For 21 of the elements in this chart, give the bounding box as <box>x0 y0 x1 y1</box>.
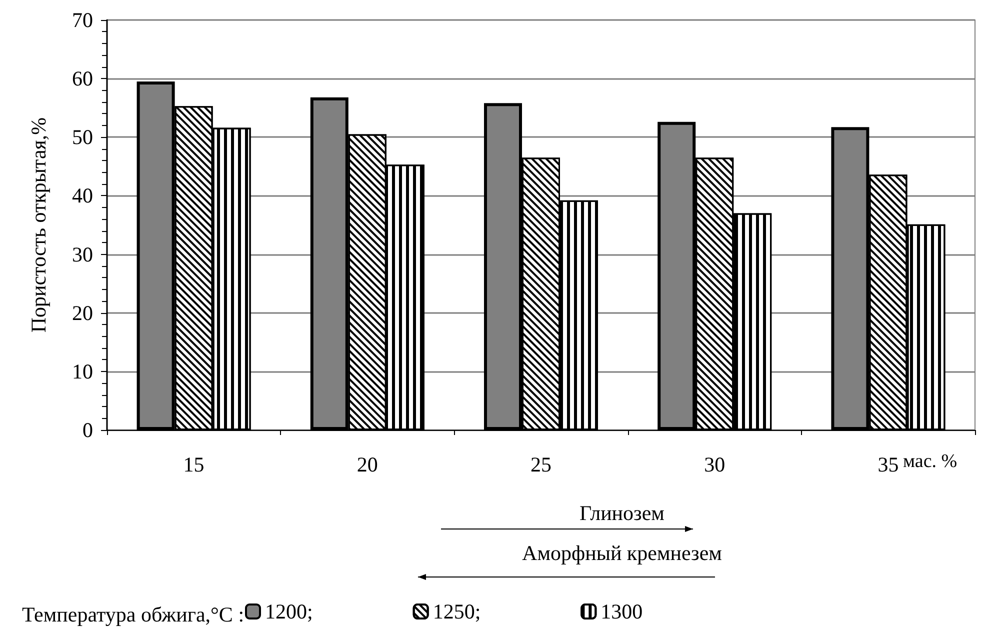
legend-title: Температура обжига,°C : <box>22 602 244 626</box>
y-tick-label: 30 <box>72 242 93 266</box>
y-tick-label: 0 <box>82 418 93 442</box>
x-tick-label: 35 <box>878 452 899 476</box>
text: Аморфный кремнезем <box>522 541 722 565</box>
legend-label: 1200; <box>265 600 313 624</box>
x-axis-title: мас. % <box>903 451 958 472</box>
y-tick-label: 10 <box>72 359 93 384</box>
x-tick-label: 15 <box>183 452 204 476</box>
text: Глинозем <box>580 501 664 525</box>
y-tick-label: 60 <box>72 66 93 91</box>
y-tick-label: 40 <box>72 184 93 208</box>
y-tick-label: 70 <box>72 8 93 32</box>
legend-label: 1250; <box>432 600 481 624</box>
legend-label: 1300 <box>600 600 643 624</box>
y-tick-label: 20 <box>72 300 93 325</box>
x-tick-label: 30 <box>704 452 726 476</box>
y-tick-label: 50 <box>72 125 93 150</box>
y-axis-title: Пористость открытая,% <box>26 117 50 333</box>
x-tick-label: 20 <box>356 452 378 476</box>
x-tick-label: 25 <box>530 452 552 476</box>
